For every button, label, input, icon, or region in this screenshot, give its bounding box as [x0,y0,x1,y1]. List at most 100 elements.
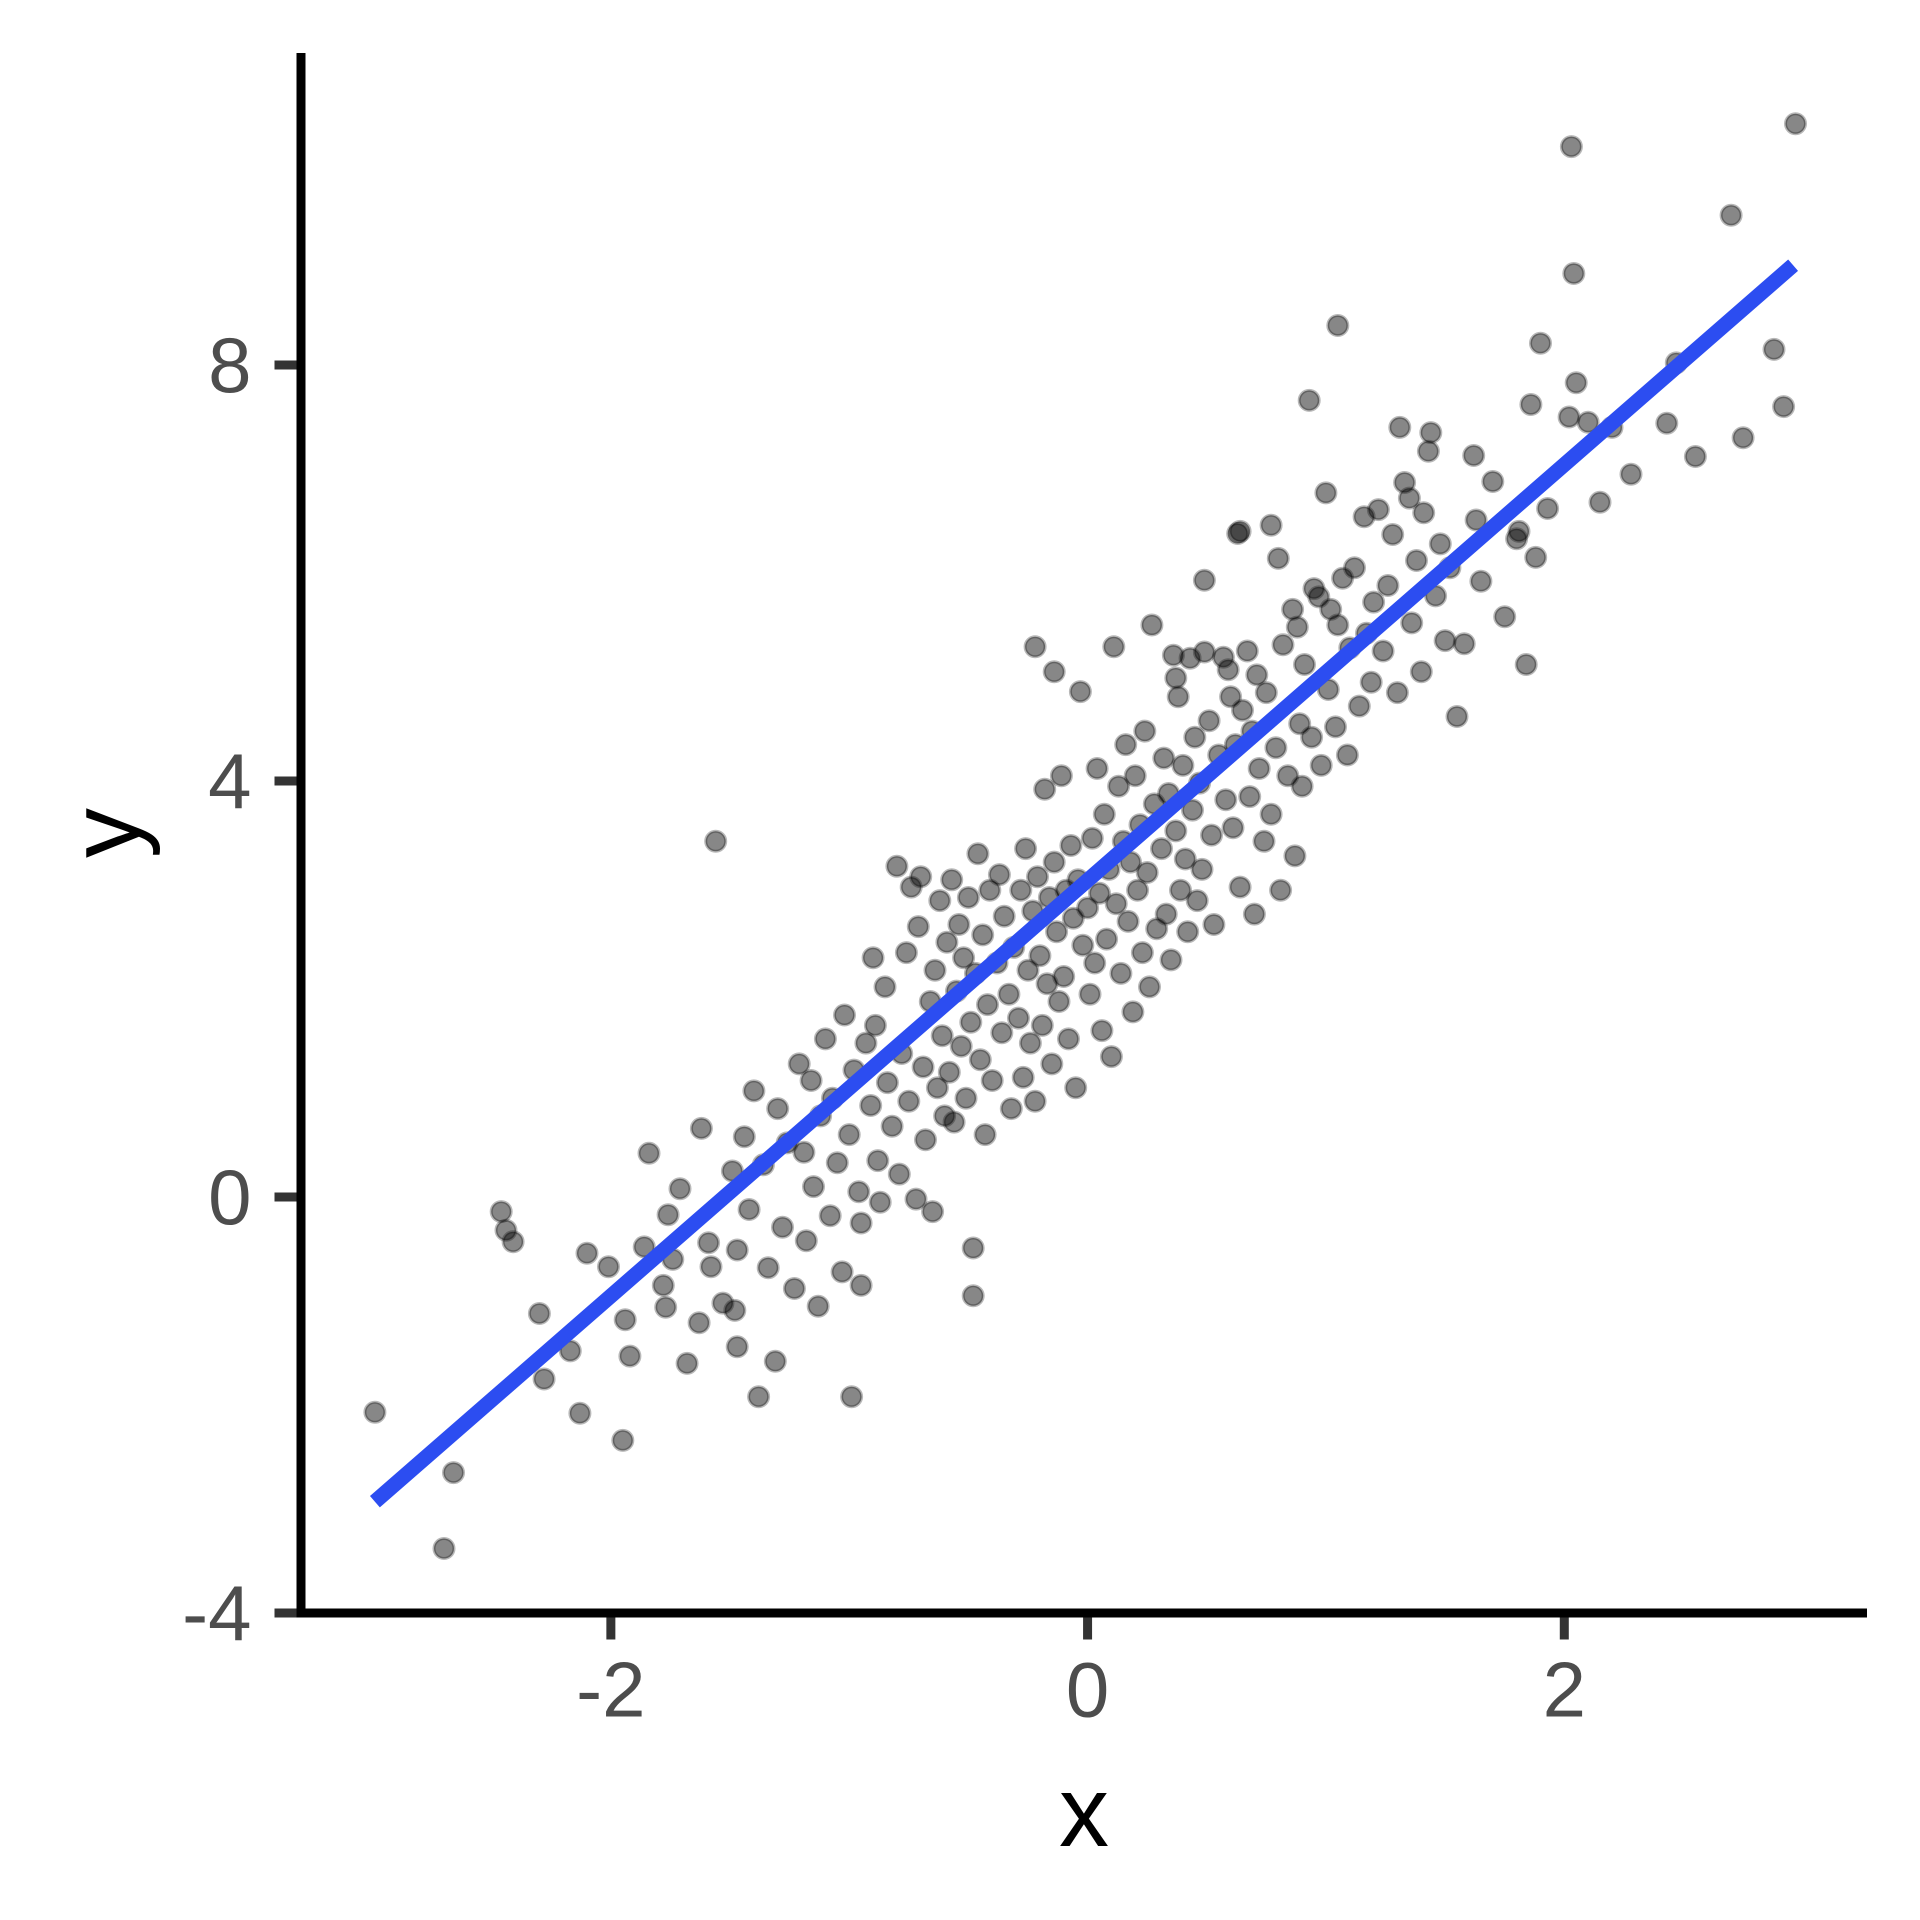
scatter-point [1762,337,1786,361]
scatter-point [1264,736,1288,760]
scatter-point [1181,798,1204,822]
scatter-point [959,1010,983,1034]
scatter-point [806,1294,830,1318]
scatter-point [923,958,947,982]
scatter-point [1059,834,1083,857]
scatter-point [432,1537,456,1560]
scatter-point [1099,1045,1123,1069]
scatter-point [711,1291,735,1315]
scatter-point [1095,927,1119,951]
scatter-point [532,1367,556,1391]
scatter-point [1166,685,1190,709]
x-tick-label: 0 [1066,1646,1109,1734]
scatter-point [875,1071,899,1095]
scatter-point [363,1400,387,1424]
scatter-point [894,941,918,965]
scatter-point [1514,653,1538,676]
y-tick-label: 4 [208,737,251,825]
scatter-point [849,1273,873,1297]
scatter-point [1030,1013,1054,1037]
scatter-point [940,868,964,892]
scatter-point [1083,951,1107,975]
scatter-point [1076,896,1100,920]
scatter-point [1202,913,1226,936]
scatter-point [1078,982,1102,1006]
scatter-point [1164,666,1188,690]
scatter-point [1314,481,1338,505]
scatter-point [1185,889,1209,913]
scatter-point [1057,1027,1080,1051]
scatter-point [1197,709,1221,733]
scatter-point [1381,523,1405,546]
scatter-point [687,1311,711,1335]
scatter-point [1619,462,1643,486]
scatter-point [1519,393,1543,416]
scatter-point [1276,764,1300,788]
scatter-point [656,1203,680,1227]
scatter-point [1211,645,1235,669]
scatter-point [651,1273,675,1297]
scatter-point [837,1123,861,1147]
scatter-point [1412,501,1436,525]
scatter-point [899,875,923,899]
scatter-point [1104,892,1128,916]
scatter-point [1226,522,1250,545]
scatter-point [1192,640,1216,664]
scatter-point [1324,715,1347,739]
scatter-point [1018,1031,1042,1055]
scatter-point [1011,1065,1035,1089]
scatter-point [1405,549,1428,572]
scatter-point [1385,681,1409,705]
scatter-point [732,1125,756,1149]
scatter-point [1023,1089,1047,1113]
scatter-point [725,1335,749,1359]
scatter-point [1347,694,1371,718]
regression-line [369,259,1799,1508]
scatter-point [1016,958,1040,982]
scatter-point [1145,917,1169,941]
scatter-point [1102,635,1126,659]
scatter-point [956,886,980,909]
scatter-point [978,878,1002,902]
scatter-point [1192,568,1216,592]
scatter-point [1290,774,1314,798]
scatter-point [1481,470,1505,493]
scatter-point [1335,743,1359,767]
scatter-point [1536,497,1560,520]
scatter-point [813,1027,837,1051]
scatter-point [1362,590,1386,614]
scatter-point [930,1024,954,1048]
x-tick-label: 2 [1543,1646,1586,1734]
scatter-point [654,1295,678,1319]
scatter-point [818,1204,842,1228]
scatter-point [863,1013,887,1037]
scatter-point [1397,486,1421,510]
scatter-point [501,1230,525,1254]
scatter-point [1445,705,1469,728]
scatter-point [906,915,930,939]
scatter-point [1242,902,1266,926]
scatter-point [885,854,909,878]
scatter-point [1138,975,1161,999]
scatter-point [1042,660,1066,684]
scatter-point [1285,615,1309,639]
scatter-point [1288,712,1312,736]
scatter-point [1221,816,1245,840]
scatter-point [1228,875,1252,899]
scatter-point [954,1086,978,1110]
scatter-point [527,1302,551,1325]
scatter-point [873,975,897,999]
scatter-point [1307,585,1331,609]
scatter-point [849,1211,873,1235]
scatter-point [1238,785,1262,809]
scatter-point [997,982,1021,1006]
scatter-point [949,1034,973,1058]
x-tick-label: -2 [576,1646,645,1734]
scatter-point [494,1218,518,1242]
scatter-point [699,1255,723,1279]
scatter-point [792,1140,816,1164]
scatter-point [668,1177,692,1201]
scatter-point [442,1461,465,1485]
scatter-point [1126,878,1150,902]
